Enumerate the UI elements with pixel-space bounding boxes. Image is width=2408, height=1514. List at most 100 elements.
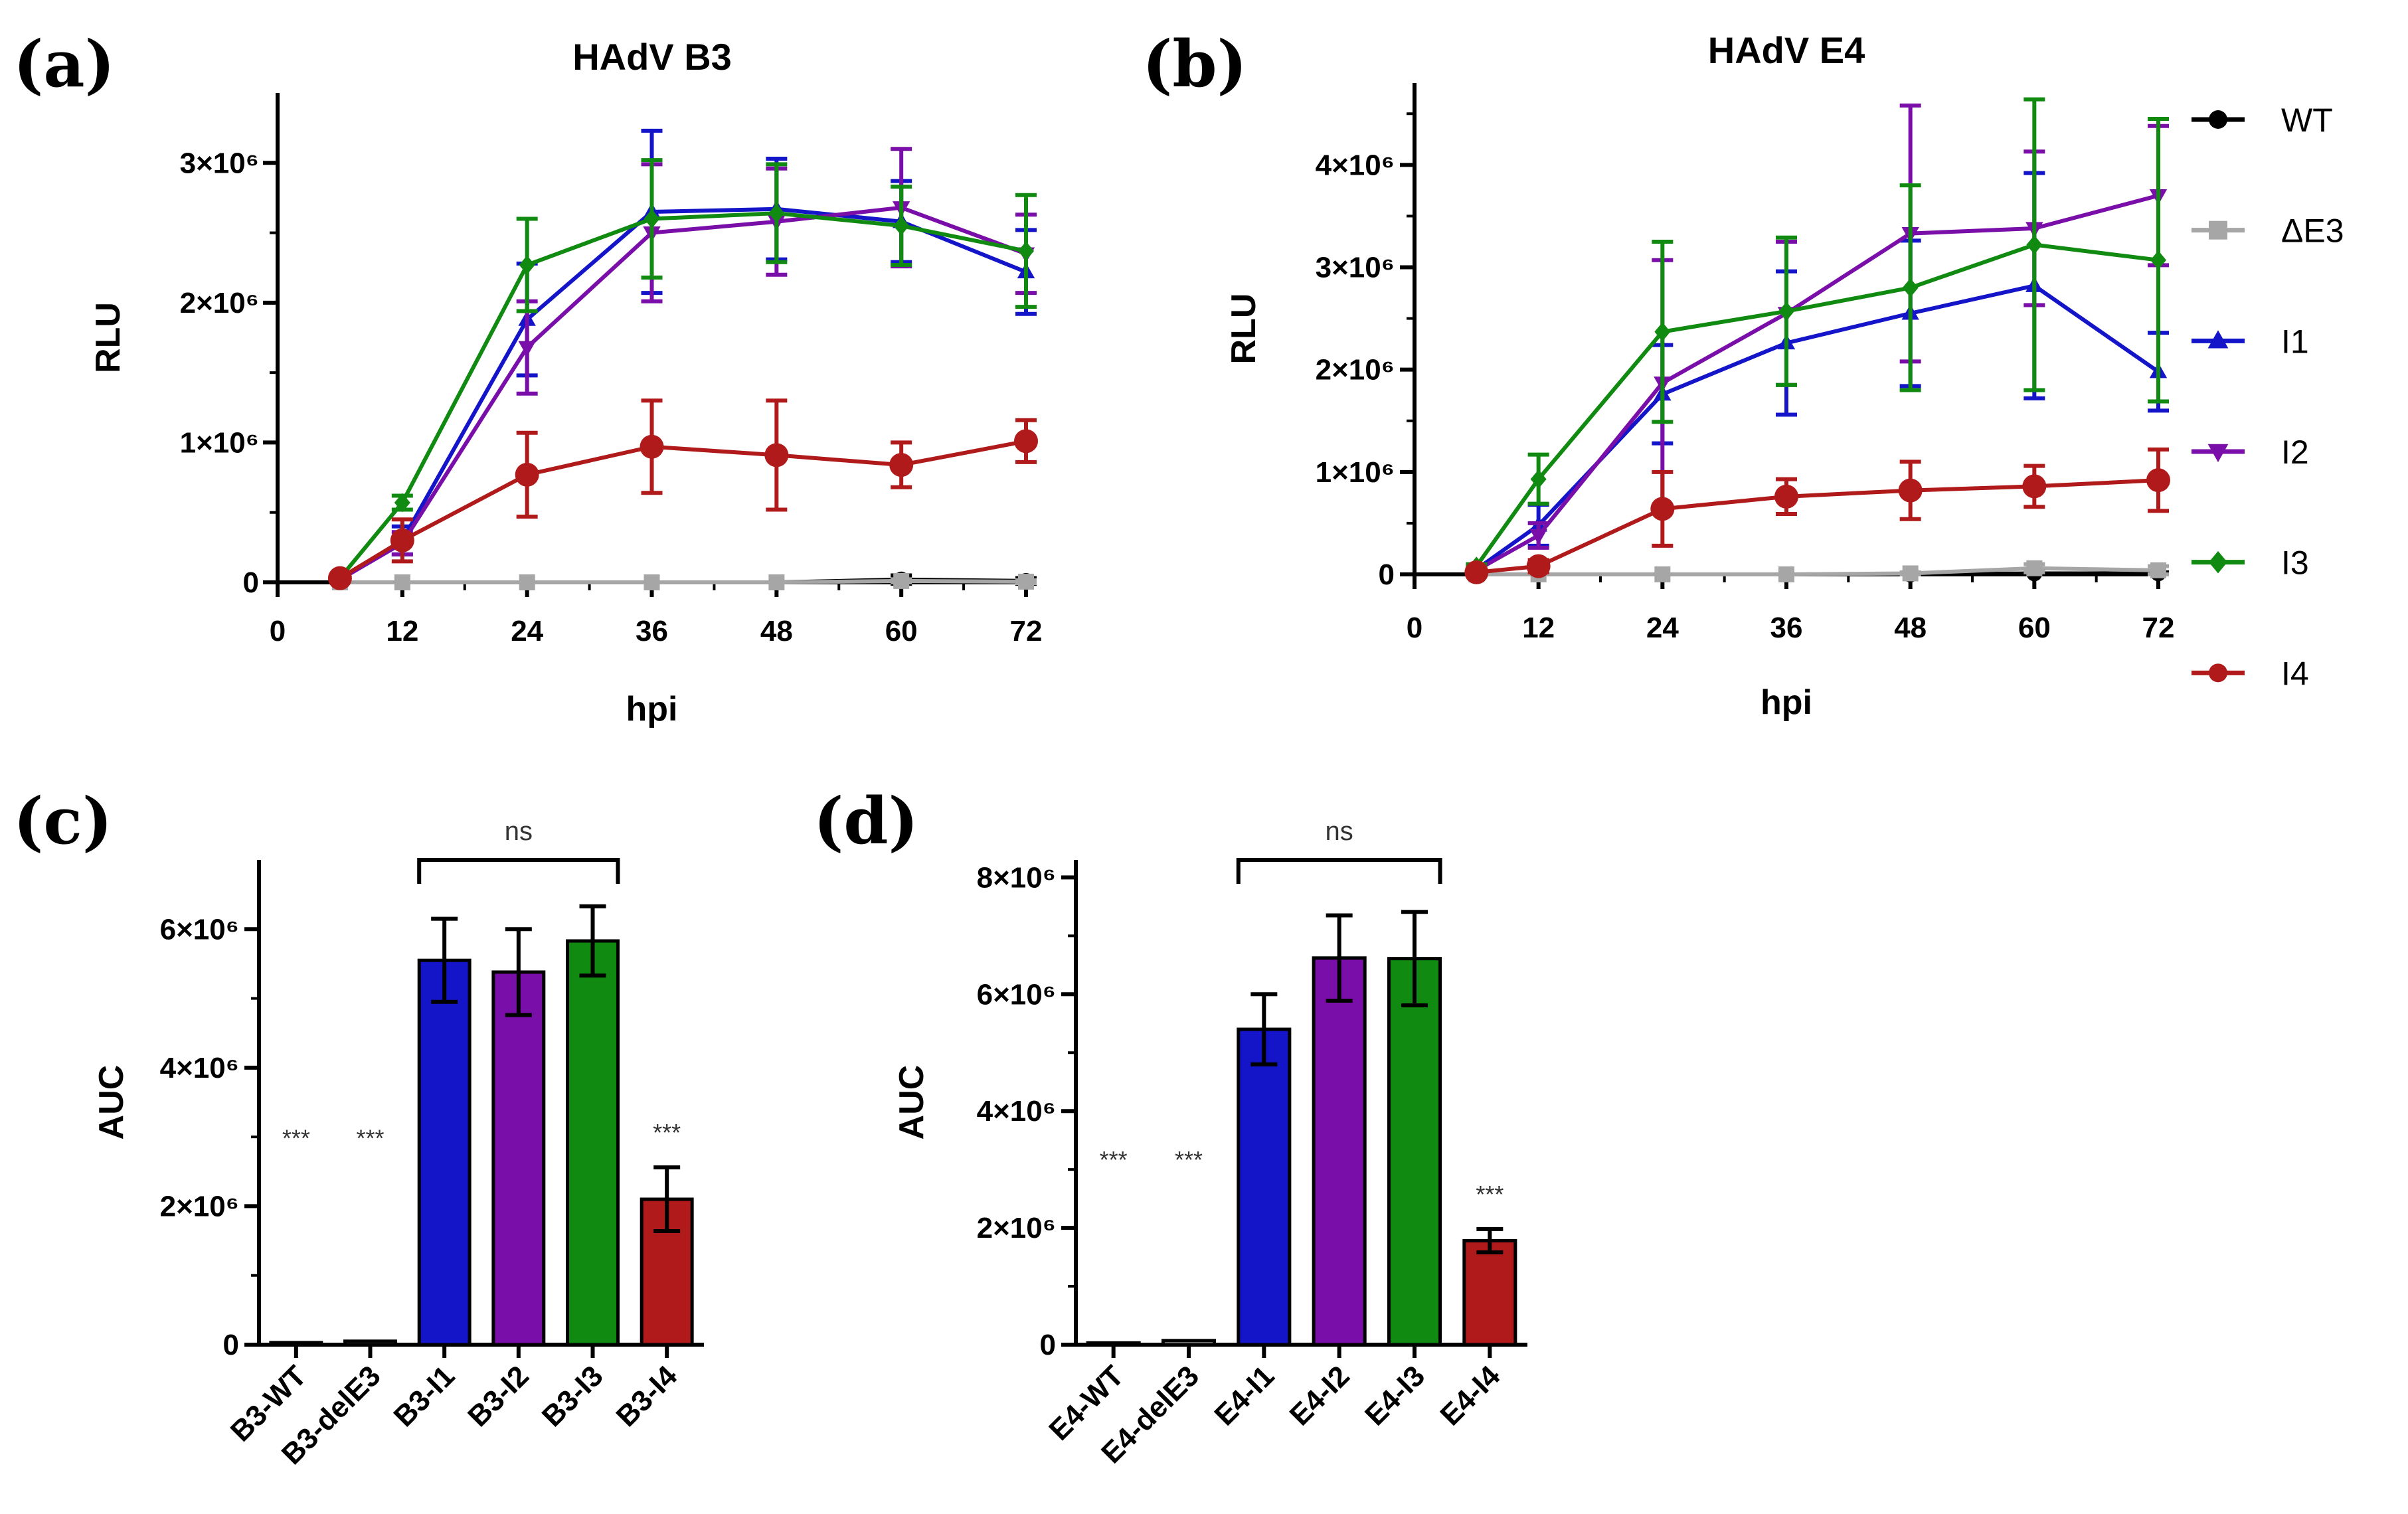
data-point [1898, 478, 1923, 503]
legend-entry-WT: WT [2192, 102, 2333, 139]
data-point [1650, 497, 1675, 521]
series-line [1476, 478, 2159, 574]
x-tick-label: 36 [1770, 612, 1803, 644]
data-point [2026, 560, 2043, 576]
data-point [2146, 468, 2170, 493]
panel-letter: (b) [1142, 27, 1247, 102]
y-tick-label: 1×10⁶ [1316, 456, 1395, 489]
y-tick-label: 4×10⁶ [1316, 149, 1395, 181]
y-axis-title: RLU [1225, 294, 1263, 365]
data-point [2026, 235, 2043, 254]
legend-marker [2209, 550, 2227, 574]
bar [1161, 1339, 1217, 1347]
ns-bracket [417, 858, 620, 884]
y-tick-label: 2×10⁶ [1316, 354, 1395, 386]
x-tick-label: 48 [1894, 612, 1927, 644]
y-tick-label: 0 [243, 566, 259, 599]
series-I2 [1466, 103, 2169, 580]
data-point [519, 574, 535, 590]
x-tick-label: 0 [1407, 612, 1422, 644]
data-point [1464, 560, 1489, 584]
data-point [327, 566, 352, 590]
legend-label: I4 [2281, 655, 2309, 692]
data-point [2150, 250, 2166, 270]
data-point [768, 574, 785, 590]
panel-b: (b) HAdV E4 0 12 24 36 48 60 72 0 1×10⁶ 2×10⁶ 3×10⁶ 4… [1142, 27, 2174, 722]
y-tick-label: 3×10⁶ [180, 147, 259, 179]
legend-label: ΔE3 [2281, 212, 2344, 250]
x-tick-label: 72 [2142, 612, 2175, 644]
data-point [889, 453, 914, 477]
series-line [339, 439, 1027, 580]
data-point [1654, 322, 1671, 342]
legend-marker [2207, 330, 2229, 349]
category-label: B3-I1 [388, 1359, 462, 1433]
x-tick-label: 60 [2018, 612, 2051, 644]
series-line [339, 578, 1027, 584]
series-line [338, 211, 1027, 580]
data-point [1018, 241, 1034, 261]
x-tick-label: 60 [885, 615, 918, 647]
data-point [1530, 469, 1547, 489]
significance-label: *** [1100, 1146, 1128, 1173]
legend: WT ΔE3 I1 I2 I3 I4 [2192, 102, 2344, 692]
legend-label: I3 [2281, 545, 2309, 582]
bar [1387, 957, 1442, 1347]
category-label: B3-I3 [536, 1359, 610, 1433]
x-axis-title: hpi [626, 690, 678, 728]
data-point [893, 572, 910, 589]
x-tick-label: 24 [1646, 612, 1679, 644]
y-tick-label: 3×10⁶ [1316, 252, 1395, 284]
legend-marker [2207, 444, 2229, 463]
data-point [2150, 562, 2166, 578]
x-tick-label: 48 [760, 615, 793, 647]
y-tick-label: 8×10⁶ [977, 861, 1056, 894]
y-tick-label: 2×10⁶ [180, 287, 259, 319]
category-label: B3-I4 [610, 1359, 684, 1433]
legend-label: I1 [2281, 323, 2309, 360]
series-I3 [329, 158, 1037, 588]
bar [1237, 1027, 1292, 1347]
chart-title: HAdV B3 [572, 36, 732, 78]
data-point [1654, 566, 1671, 582]
series-line [339, 205, 1027, 582]
data-point [519, 255, 535, 275]
y-tick-label: 6×10⁶ [160, 913, 239, 946]
series-line [339, 207, 1027, 582]
data-point [1018, 573, 1034, 590]
data-point [390, 528, 414, 552]
series-ΔE3 [331, 572, 1037, 590]
data-point [764, 443, 789, 467]
category-label: E4-I2 [1284, 1359, 1356, 1432]
x-axis-title: hpi [1761, 683, 1812, 722]
y-tick-label: 6×10⁶ [977, 978, 1056, 1011]
bar [491, 970, 546, 1347]
y-tick-label: 0 [223, 1329, 239, 1361]
data-point [1902, 565, 1919, 582]
y-axis-title: RLU [89, 302, 128, 373]
data-point [644, 209, 660, 228]
y-tick-label: 2×10⁶ [977, 1212, 1056, 1244]
data-point [640, 434, 664, 459]
y-tick-label: 4×10⁶ [160, 1052, 239, 1084]
series-line [1475, 284, 2160, 571]
bar [269, 1341, 323, 1347]
significance-label: *** [282, 1124, 310, 1151]
bar [1462, 1238, 1517, 1347]
category-label: E4-I4 [1434, 1359, 1506, 1432]
panel-letter: (a) [13, 27, 115, 102]
data-point [518, 341, 536, 357]
data-point [1014, 429, 1038, 454]
bar [1312, 956, 1367, 1347]
x-tick-label: 36 [636, 615, 668, 647]
significance-label: *** [1175, 1146, 1203, 1173]
data-point [1526, 554, 1551, 578]
x-tick-label: 72 [1010, 615, 1043, 647]
ns-label: ns [505, 817, 533, 846]
data-point [515, 462, 539, 487]
significance-label: *** [653, 1119, 681, 1146]
y-tick-label: 0 [1379, 558, 1395, 591]
data-point [1778, 301, 1794, 321]
y-tick-label: 4×10⁶ [977, 1095, 1056, 1128]
